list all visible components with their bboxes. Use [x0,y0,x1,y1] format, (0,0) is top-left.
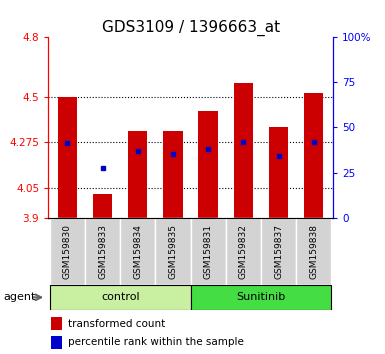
Text: GSM159830: GSM159830 [63,224,72,279]
Bar [93,194,112,218]
Bar [51,336,62,349]
Bar [261,218,296,285]
Bar [191,218,226,285]
Bar [234,83,253,218]
Text: GSM159835: GSM159835 [169,224,177,279]
Text: Sunitinib: Sunitinib [236,292,286,302]
Bar [163,131,182,218]
Bar [50,285,191,310]
Text: GSM159831: GSM159831 [204,224,213,279]
Text: GSM159833: GSM159833 [98,224,107,279]
Bar [156,218,191,285]
Title: GDS3109 / 1396663_at: GDS3109 / 1396663_at [102,19,280,36]
Bar [296,218,331,285]
Bar [128,131,147,218]
Bar [191,285,331,310]
Bar [58,97,77,218]
Text: transformed count: transformed count [68,319,165,329]
Text: GSM159837: GSM159837 [274,224,283,279]
Bar [226,218,261,285]
Bar [199,112,218,218]
Text: GSM159834: GSM159834 [133,224,142,279]
Text: GSM159832: GSM159832 [239,224,248,279]
Bar [85,218,120,285]
Text: control: control [101,292,139,302]
Bar [51,317,62,330]
Text: GSM159838: GSM159838 [309,224,318,279]
Bar [50,218,85,285]
Bar [120,218,156,285]
Bar [269,127,288,218]
Text: agent: agent [4,292,36,302]
Bar [304,93,323,218]
Text: percentile rank within the sample: percentile rank within the sample [68,337,244,347]
